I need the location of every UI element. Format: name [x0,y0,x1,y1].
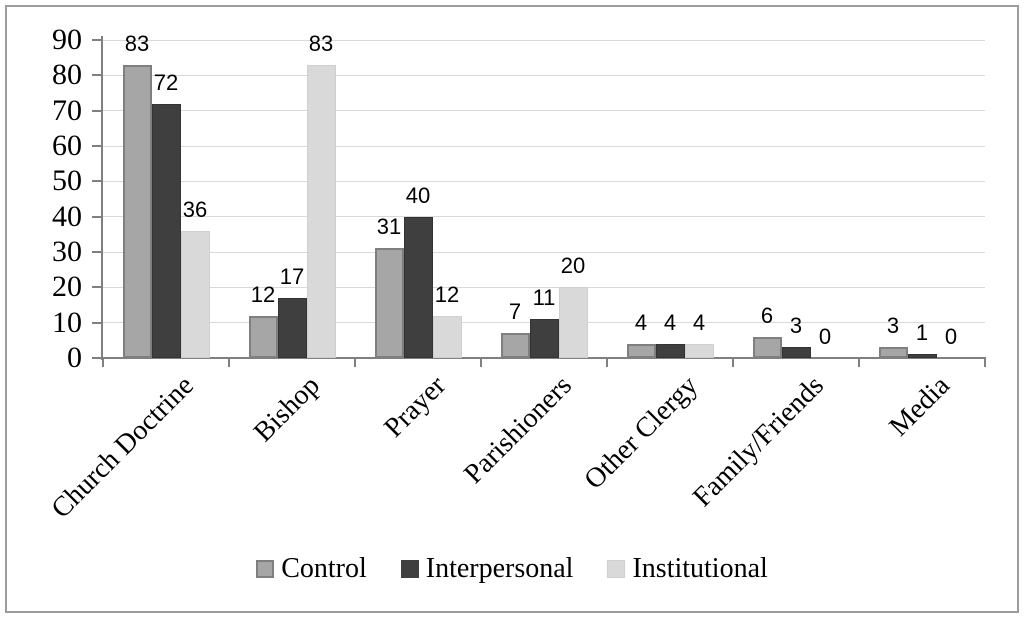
bar-control-bishop [248,315,278,358]
x-axis-tick-0 [102,357,104,367]
x-axis-tick-5 [732,357,734,367]
y-gridline-60 [103,145,985,147]
x-axis-line [103,357,985,359]
y-gridline-80 [103,74,985,76]
x-axis-tick-1 [228,357,230,367]
bar-interpersonal-other-clergy [655,343,685,358]
y-axis-tick-20 [92,286,103,289]
y-axis-tick-90 [92,39,103,41]
y-tick-label-30: 30 [52,235,82,268]
x-axis-tick-3 [480,357,482,367]
bar-institutional-other-clergy [684,343,714,358]
y-axis-tick-0 [92,357,103,359]
y-axis-tick-50 [92,180,103,183]
y-tick-label-70: 70 [52,93,82,127]
x-axis-tick-7 [984,357,986,367]
bar-institutional-prayer [432,315,462,358]
legend-item-interpersonal: Interpersonal [400,552,574,586]
y-axis-tick-10 [92,321,103,324]
legend-swatch-interpersonal [400,560,419,578]
bar-institutional-parishioners [558,287,588,358]
bar-value-label-interpersonal-bishop: 17 [279,263,305,289]
y-gridline-30 [103,251,985,253]
legend-label-interpersonal: Interpersonal [425,553,574,584]
bar-institutional-church-doctrine [180,230,210,358]
y-tick-label-20: 20 [52,270,82,304]
y-tick-label-50: 50 [52,164,82,198]
bar-value-label-interpersonal-prayer: 40 [405,182,431,208]
bar-value-label-institutional-media: 0 [944,324,958,349]
bar-control-media [878,347,908,358]
x-axis-tick-6 [858,357,860,367]
y-axis-tick-40 [92,215,103,218]
bar-interpersonal-parishioners [529,319,559,358]
y-axis-tick-80 [92,74,103,77]
x-axis-tick-2 [354,357,356,367]
bar-value-label-institutional-parishioners: 20 [560,253,586,279]
y-gridline-20 [103,286,985,288]
legend: Control Interpersonal Institutional [0,552,1024,586]
bar-value-label-interpersonal-parishioners: 11 [532,285,556,311]
y-tick-label-40: 40 [52,199,82,233]
x-axis-tick-4 [606,357,608,367]
legend-swatch-institutional [607,560,626,578]
bar-institutional-bishop [306,64,336,358]
bar-value-label-control-church-doctrine: 83 [124,30,150,56]
y-gridline-50 [103,180,985,182]
y-tick-label-80: 80 [52,58,82,92]
legend-swatch-control [256,560,275,578]
y-axis-tick-60 [92,145,103,147]
y-gridline-90 [103,39,985,41]
bar-interpersonal-church-doctrine [151,103,181,358]
bar-control-other-clergy [626,343,656,358]
bar-interpersonal-bishop [277,297,307,358]
bar-value-label-interpersonal-church-doctrine: 72 [153,69,179,95]
bar-interpersonal-prayer [403,216,433,358]
bar-value-label-institutional-prayer: 12 [434,281,460,307]
bar-value-label-control-parishioners: 7 [508,299,522,325]
bar-value-label-institutional-other-clergy: 4 [692,309,706,335]
bar-value-label-control-prayer: 31 [376,214,402,240]
bar-value-label-control-other-clergy: 4 [634,309,648,335]
y-axis-tick-30 [92,251,103,253]
bar-control-parishioners [500,333,530,358]
bar-value-label-control-family-friends: 6 [760,302,774,328]
bar-value-label-control-bishop: 12 [250,281,276,307]
y-axis-line [101,36,103,360]
y-tick-label-60: 60 [52,129,82,162]
legend-item-control: Control [256,552,367,586]
bar-interpersonal-family-friends [781,347,811,358]
bar-value-label-institutional-bishop: 83 [308,30,334,56]
bar-value-label-interpersonal-family-friends: 3 [789,313,803,339]
y-gridline-70 [103,110,985,112]
bar-value-label-institutional-church-doctrine: 36 [182,196,208,222]
bar-value-label-institutional-family-friends: 0 [818,324,832,349]
legend-label-institutional: Institutional [632,553,768,584]
y-tick-label-0: 0 [67,341,82,374]
legend-label-control: Control [281,553,367,584]
legend-item-institutional: Institutional [607,552,768,586]
bar-interpersonal-media [907,354,937,358]
y-tick-label-10: 10 [52,305,82,339]
bar-control-prayer [374,248,404,358]
bar-control-family-friends [752,336,782,358]
y-axis-tick-70 [92,109,103,112]
bar-value-label-interpersonal-other-clergy: 4 [663,309,677,335]
y-tick-label-90: 90 [52,23,82,56]
bar-control-church-doctrine [122,64,152,358]
bar-value-label-control-media: 3 [886,313,900,339]
bar-value-label-interpersonal-media: 1 [915,320,929,346]
y-gridline-40 [103,216,985,218]
